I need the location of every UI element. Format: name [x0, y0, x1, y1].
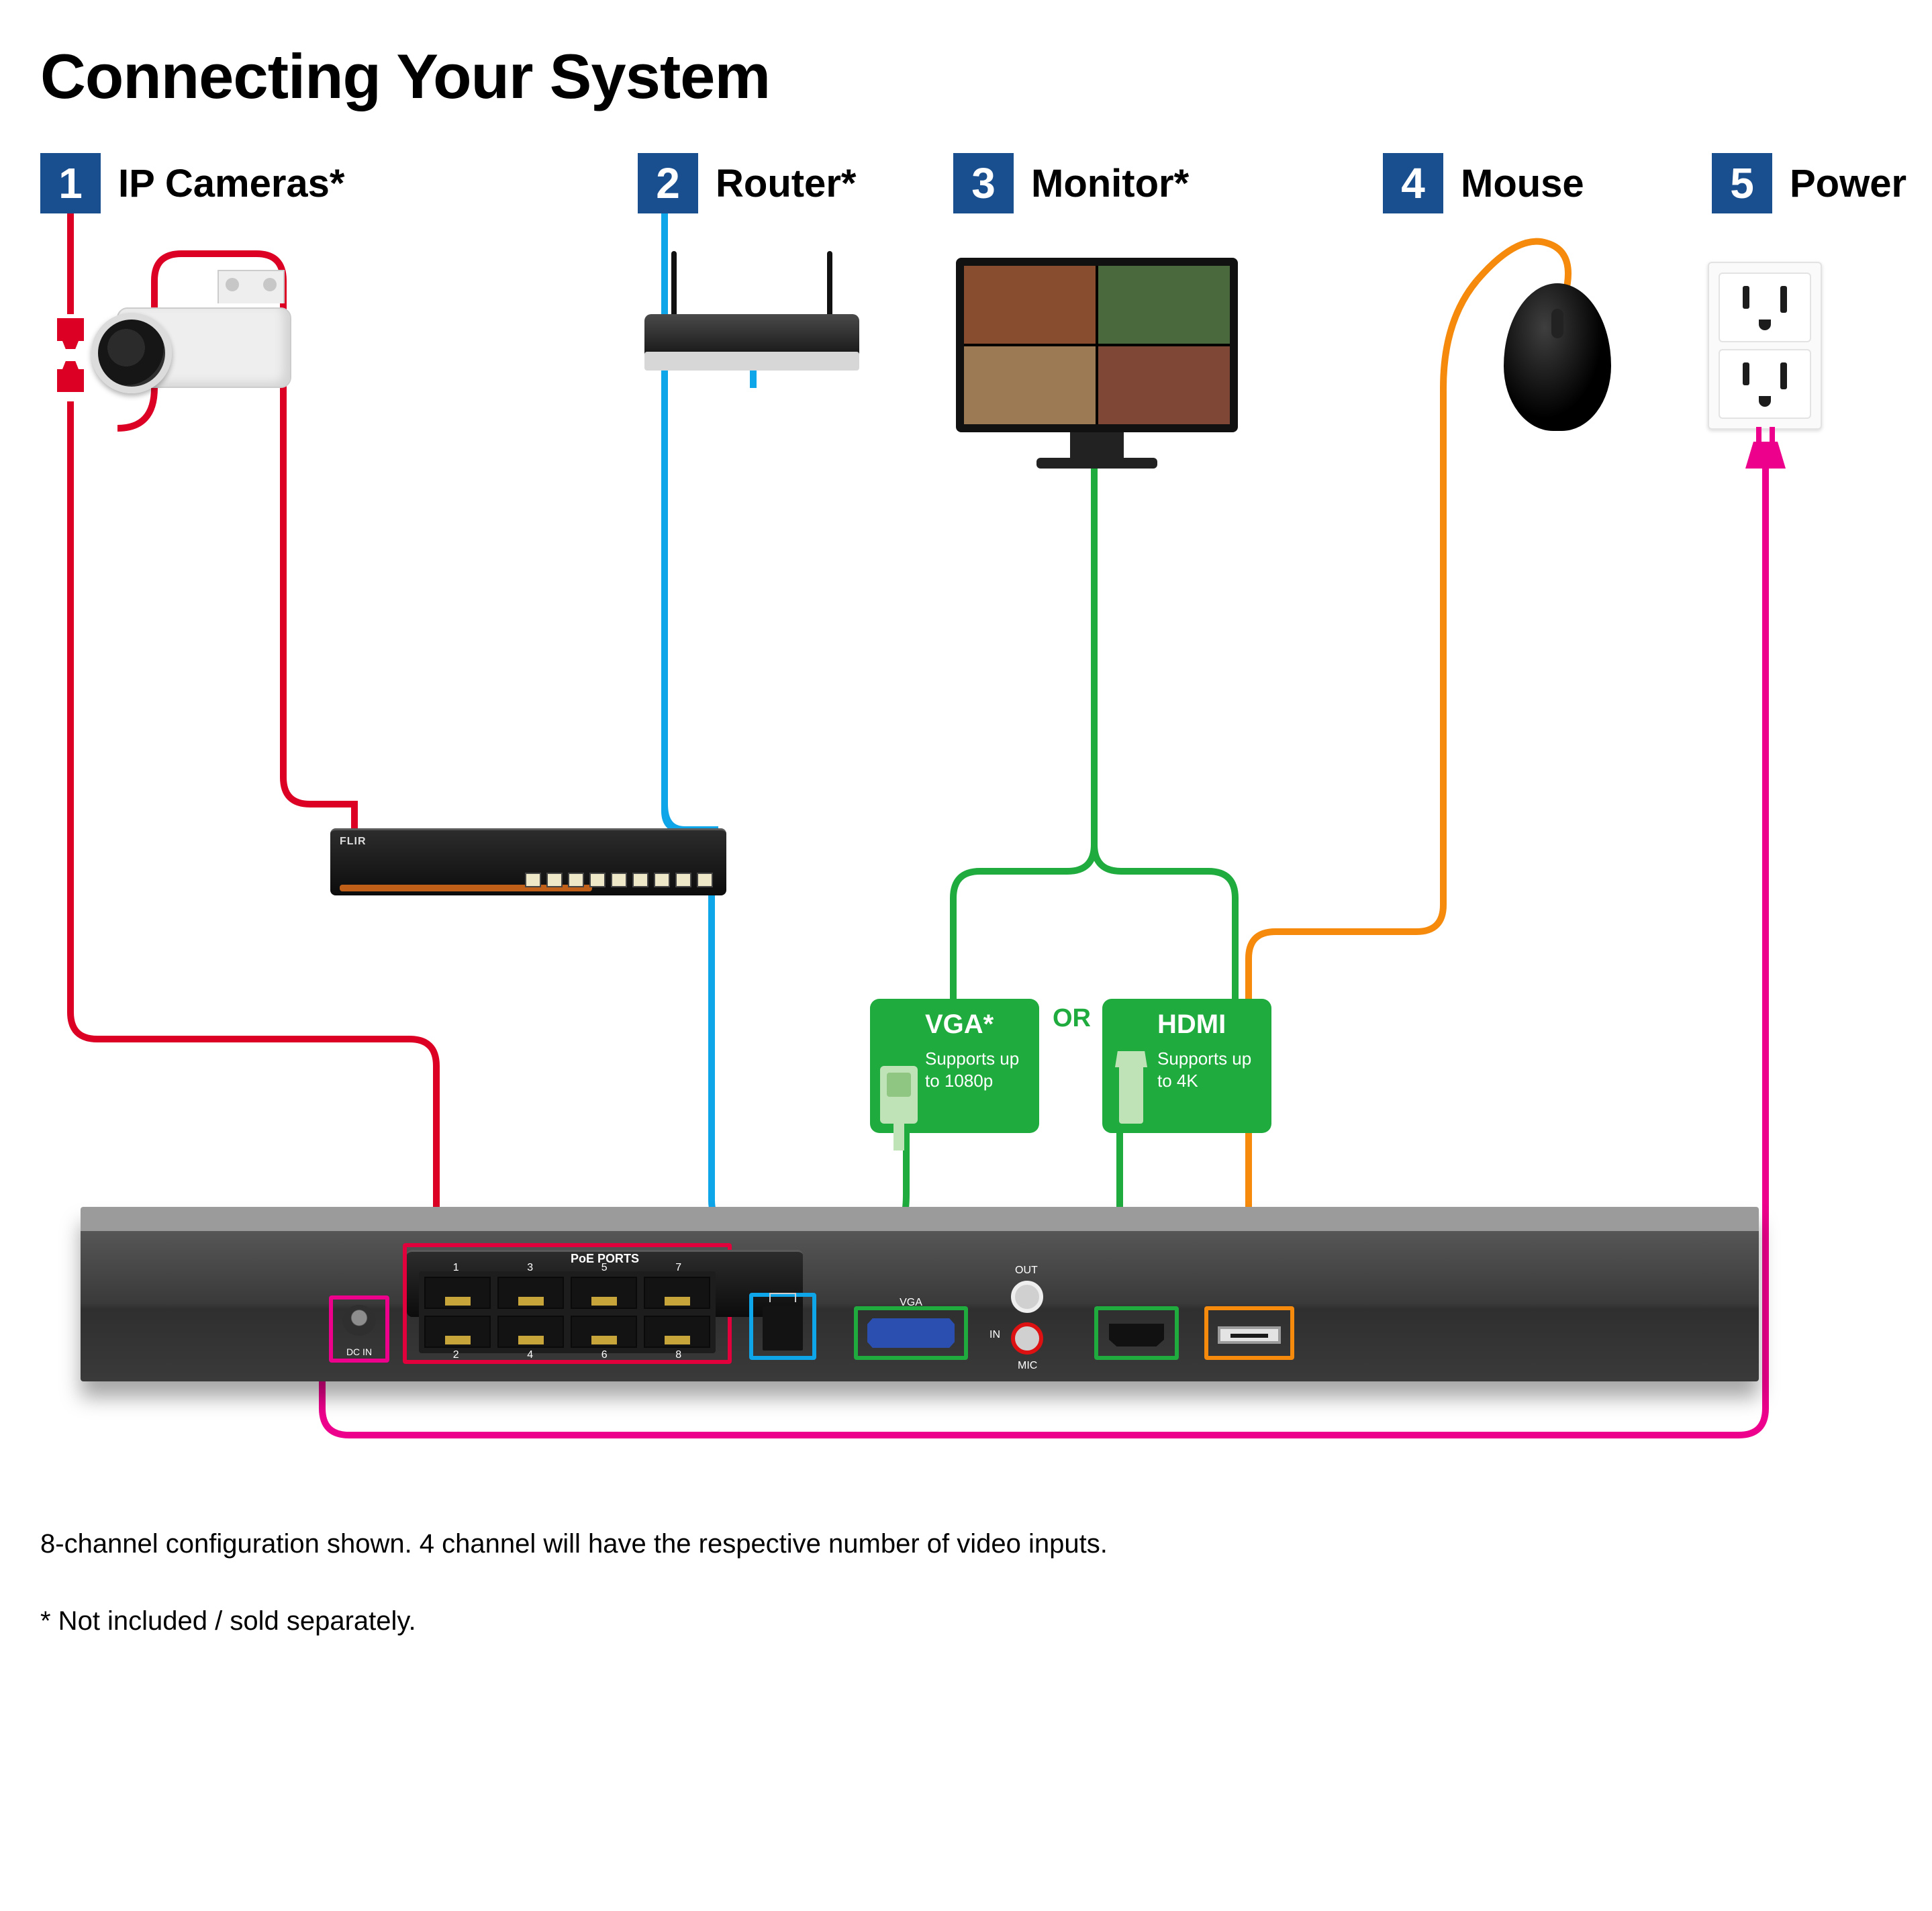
hdmi-plug-icon — [1112, 1010, 1151, 1124]
poe-switch-icon: FLIR — [330, 828, 726, 895]
router-icon — [644, 314, 859, 361]
footnote-config: 8-channel configuration shown. 4 channel… — [40, 1529, 1905, 1559]
step-1-badge: 1 — [40, 153, 101, 213]
step-3-badge: 3 — [953, 153, 1014, 213]
step-2-label: Router* — [716, 161, 856, 206]
vga-sub: Supports up to 1080p — [925, 1048, 1030, 1091]
monitor-icon — [956, 258, 1238, 469]
step-3-label: Monitor* — [1031, 161, 1189, 206]
nvr-usb-port — [1204, 1306, 1294, 1360]
nvr-dc-in-label: DC IN — [333, 1346, 385, 1357]
or-label: OR — [1053, 1004, 1091, 1033]
step-3: 3 Monitor* — [953, 153, 1369, 213]
mouse-icon — [1504, 283, 1611, 431]
step-4-label: Mouse — [1461, 161, 1584, 206]
step-5-label: Power — [1790, 161, 1906, 206]
power-outlet-icon — [1708, 262, 1822, 430]
nvr-audio-mic-label: MIC — [1018, 1360, 1037, 1372]
step-4: 4 Mouse — [1383, 153, 1698, 213]
rj45-icon — [57, 369, 84, 392]
nvr-poe-ports: PoE PORTS 13 57 24 68 — [403, 1243, 732, 1364]
nvr-vga-port: VGA — [854, 1306, 968, 1360]
hdmi-sub: Supports up to 4K — [1157, 1048, 1262, 1091]
page-title: Connecting Your System — [40, 40, 1905, 113]
hdmi-title: HDMI — [1157, 1010, 1262, 1040]
steps-row: 1 IP Cameras* 2 Router* 3 Monitor* 4 Mou… — [40, 153, 1905, 213]
rj45-icon — [57, 318, 84, 341]
poe-switch-brand: FLIR — [340, 836, 367, 848]
step-2: 2 Router* — [638, 153, 940, 213]
vga-title: VGA* — [925, 1010, 1030, 1040]
ip-camera-icon — [117, 307, 291, 388]
diagram-canvas: FLIR VGA* Supports up to 1080p document.… — [40, 213, 1905, 1489]
nvr-audio-out-label: OUT — [1015, 1265, 1038, 1277]
step-5: 5 Power — [1712, 153, 1906, 213]
step-5-badge: 5 — [1712, 153, 1772, 213]
power-plug-icon — [1745, 442, 1786, 482]
step-2-badge: 2 — [638, 153, 698, 213]
nvr-audio-in-label: IN — [989, 1329, 1000, 1341]
nvr-audio-jacks: OUT IN MIC — [988, 1281, 1069, 1361]
step-4-badge: 4 — [1383, 153, 1443, 213]
nvr-device: DC IN PoE PORTS 13 57 24 68 — [81, 1207, 1759, 1381]
hdmi-option-card: HDMI Supports up to 4K — [1102, 999, 1271, 1133]
nvr-dc-in-port: DC IN — [329, 1295, 389, 1363]
step-1-label: IP Cameras* — [118, 161, 345, 206]
poe-switch-ports — [525, 873, 713, 887]
nvr-poe-numbers-bottom: 24 68 — [419, 1349, 716, 1361]
step-1: 1 IP Cameras* — [40, 153, 624, 213]
footnote-not-included: * Not included / sold separately. — [40, 1606, 1905, 1636]
vga-plug-icon — [879, 1010, 918, 1124]
nvr-vga-label: VGA — [858, 1297, 964, 1309]
vga-option-card: VGA* Supports up to 1080p — [870, 999, 1039, 1133]
nvr-hdmi-port — [1094, 1306, 1179, 1360]
nvr-lan-port — [749, 1293, 816, 1360]
